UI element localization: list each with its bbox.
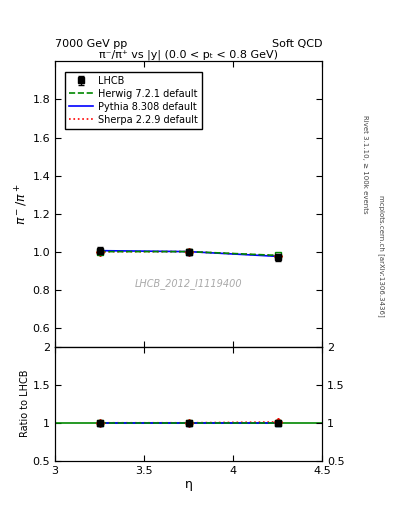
Text: Rivet 3.1.10, ≥ 100k events: Rivet 3.1.10, ≥ 100k events bbox=[362, 115, 369, 213]
Sherpa 2.2.9 default bbox=[97, 248, 102, 254]
Y-axis label: Ratio to LHCB: Ratio to LHCB bbox=[20, 370, 30, 437]
Sherpa 2.2.9 default bbox=[275, 253, 280, 259]
Herwig 7.2.1 default bbox=[97, 248, 102, 254]
Line: Pythia 8.308 default: Pythia 8.308 default bbox=[99, 251, 278, 257]
Text: LHCB_2012_I1119400: LHCB_2012_I1119400 bbox=[135, 279, 242, 289]
Legend: LHCB, Herwig 7.2.1 default, Pythia 8.308 default, Sherpa 2.2.9 default: LHCB, Herwig 7.2.1 default, Pythia 8.308… bbox=[65, 72, 202, 129]
Pythia 8.308 default bbox=[97, 248, 102, 254]
Line: Sherpa 2.2.9 default: Sherpa 2.2.9 default bbox=[99, 251, 278, 256]
Herwig 7.2.1 default bbox=[186, 248, 191, 254]
Text: 7000 GeV pp: 7000 GeV pp bbox=[55, 38, 127, 49]
Pythia 8.308 default bbox=[275, 253, 280, 260]
Text: Soft QCD: Soft QCD bbox=[272, 38, 322, 49]
Title: π⁻/π⁺ vs |y| (0.0 < pₜ < 0.8 GeV): π⁻/π⁺ vs |y| (0.0 < pₜ < 0.8 GeV) bbox=[99, 49, 278, 60]
Sherpa 2.2.9 default bbox=[186, 248, 191, 254]
Text: mcplots.cern.ch [arXiv:1306.3436]: mcplots.cern.ch [arXiv:1306.3436] bbox=[378, 195, 385, 317]
Line: Herwig 7.2.1 default: Herwig 7.2.1 default bbox=[99, 251, 278, 255]
Y-axis label: $\pi^-/\pi^+$: $\pi^-/\pi^+$ bbox=[13, 183, 29, 225]
X-axis label: η: η bbox=[185, 478, 193, 492]
Pythia 8.308 default bbox=[186, 248, 191, 254]
Herwig 7.2.1 default bbox=[275, 252, 280, 259]
